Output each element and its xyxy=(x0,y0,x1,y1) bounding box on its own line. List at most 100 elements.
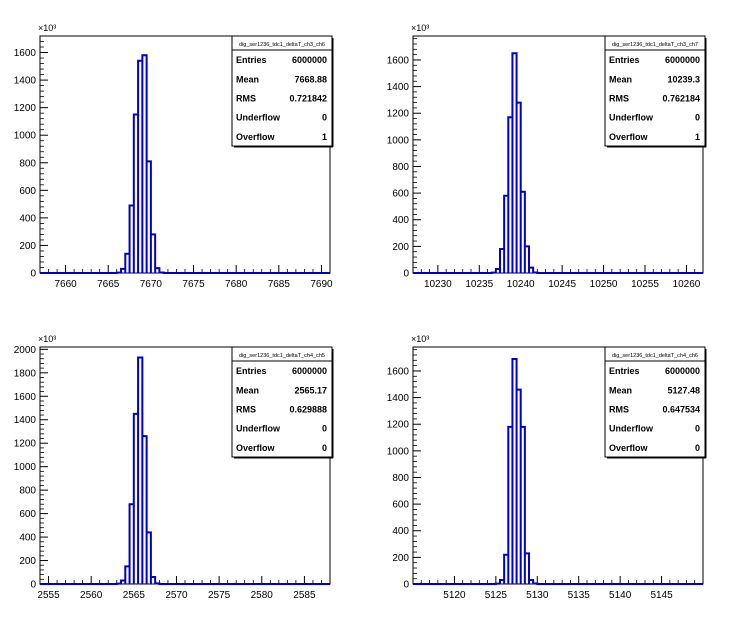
stats-label: Mean xyxy=(609,385,632,395)
y-tick-label: 1600 xyxy=(387,55,410,66)
y-tick-label: 200 xyxy=(19,241,36,252)
x-tick-label: 10250 xyxy=(590,279,618,290)
stats-value: 2565.17 xyxy=(294,385,327,395)
x-tick-label: 7675 xyxy=(182,279,205,290)
y-tick-label: 800 xyxy=(19,486,36,497)
stats-value: 0.629888 xyxy=(289,405,327,415)
stats-value: 0.647534 xyxy=(662,405,700,415)
stats-box: dig_ser1236_tdc1_deltaT_ch3_ch6 Entries 60… xyxy=(231,35,334,148)
x-tick-label: 2570 xyxy=(165,590,188,601)
y-tick-label: 0 xyxy=(30,580,36,591)
x-tick-label: 7685 xyxy=(268,279,291,290)
histogram-panel-3: 0 200 400 600 800 1000 1200 1400 1600 1800 2000 255… xyxy=(14,334,334,601)
histogram-panel-1: 0 200 400 600 800 1000 1200 1400 1600 7660 7665 767… xyxy=(14,23,334,290)
stats-label: Underflow xyxy=(609,424,654,434)
y-tick-label: 600 xyxy=(19,509,36,520)
y-multiplier-label: ×10³ xyxy=(411,23,429,33)
y-tick-label: 800 xyxy=(392,473,409,484)
y-tick-label: 1400 xyxy=(14,415,37,426)
stats-label: RMS xyxy=(609,405,629,415)
stats-label: Entries xyxy=(236,366,267,376)
y-tick-label: 0 xyxy=(403,269,409,280)
stats-title: dig_ser1236_tdc1_deltaT_ch3_ch7 xyxy=(612,42,698,48)
y-tick-label: 1600 xyxy=(14,48,37,59)
stats-value: 6000000 xyxy=(665,55,700,65)
x-tick-label: 2580 xyxy=(251,590,274,601)
y-multiplier-label: ×10³ xyxy=(411,334,429,344)
stats-box-frame xyxy=(604,35,706,147)
y-tick-label: 600 xyxy=(392,189,409,200)
stats-value: 0 xyxy=(322,424,327,434)
x-tick-label: 7680 xyxy=(225,279,248,290)
y-tick-label: 1000 xyxy=(14,462,37,473)
y-tick-label: 400 xyxy=(19,213,36,224)
y-tick-label: 800 xyxy=(392,162,409,173)
x-tick-label: 5120 xyxy=(443,590,466,601)
x-tick-label: 10260 xyxy=(673,279,701,290)
stats-value: 7668.88 xyxy=(294,74,327,84)
stats-value: 0 xyxy=(695,443,700,453)
x-tick-label: 7660 xyxy=(54,279,77,290)
stats-label: RMS xyxy=(609,94,629,104)
y-tick-label: 1200 xyxy=(387,420,410,431)
y-tick-label: 200 xyxy=(392,553,409,564)
x-tick-label: 5130 xyxy=(526,590,549,601)
stats-value: 0 xyxy=(695,424,700,434)
y-tick-label: 1200 xyxy=(387,109,410,120)
x-tick-label: 2585 xyxy=(293,590,316,601)
stats-label: Entries xyxy=(236,55,267,65)
stats-value: 1 xyxy=(322,132,327,142)
stats-title: dig_ser1236_tdc1_deltaT_ch3_ch6 xyxy=(239,42,325,48)
y-tick-label: 1400 xyxy=(14,76,37,87)
x-tick-label: 10245 xyxy=(548,279,576,290)
y-tick-label: 0 xyxy=(30,269,36,280)
y-tick-label: 1200 xyxy=(14,103,37,114)
stats-value: 10239.3 xyxy=(667,74,700,84)
histogram-outline xyxy=(413,52,703,274)
stats-label: Underflow xyxy=(609,113,654,123)
stats-box-frame xyxy=(231,346,333,458)
stats-label: Underflow xyxy=(236,113,281,123)
x-tick-label: 10235 xyxy=(465,279,493,290)
x-tick-label: 10255 xyxy=(631,279,659,290)
stats-label: Overflow xyxy=(609,132,649,142)
stats-label: RMS xyxy=(236,405,256,415)
stats-value: 1 xyxy=(695,132,700,142)
stats-value: 0.762184 xyxy=(662,94,700,104)
y-tick-label: 200 xyxy=(392,242,409,253)
stats-label: Mean xyxy=(609,74,632,84)
x-tick-label: 7670 xyxy=(140,279,163,290)
stats-value: 0 xyxy=(322,443,327,453)
stats-label: Underflow xyxy=(236,424,281,434)
y-tick-label: 600 xyxy=(392,500,409,511)
histogram-panel-4: 0 200 400 600 800 1000 1200 1400 1600 5120 5125 513… xyxy=(387,334,707,601)
y-tick-label: 2000 xyxy=(14,345,37,356)
y-tick-label: 1600 xyxy=(14,392,37,403)
x-tick-label: 2565 xyxy=(123,590,146,601)
y-tick-label: 1000 xyxy=(387,446,410,457)
y-tick-label: 1200 xyxy=(14,439,37,450)
x-tick-label: 7665 xyxy=(97,279,120,290)
stats-label: RMS xyxy=(236,94,256,104)
x-tick-label: 7690 xyxy=(310,279,333,290)
y-tick-label: 600 xyxy=(19,186,36,197)
stats-value: 0 xyxy=(695,113,700,123)
stats-value: 0 xyxy=(322,113,327,123)
y-tick-label: 800 xyxy=(19,158,36,169)
y-tick-label: 400 xyxy=(19,533,36,544)
y-multiplier-label: ×10³ xyxy=(38,23,56,33)
stats-box: dig_ser1236_tdc1_deltaT_ch4_ch5 Entries 60… xyxy=(231,346,334,459)
histogram-outline xyxy=(40,356,330,585)
x-tick-label: 5135 xyxy=(568,590,591,601)
x-tick-label: 2560 xyxy=(80,590,103,601)
stats-label: Overflow xyxy=(609,443,649,453)
y-tick-label: 400 xyxy=(392,526,409,537)
y-tick-label: 1000 xyxy=(14,131,37,142)
stats-box-frame xyxy=(231,35,333,147)
y-tick-label: 1400 xyxy=(387,82,410,93)
x-tick-label: 10230 xyxy=(424,279,452,290)
y-tick-label: 200 xyxy=(19,556,36,567)
stats-value: 6000000 xyxy=(665,366,700,376)
histogram-panel-2: 0 200 400 600 800 1000 1200 1400 1600 10230 10235 1… xyxy=(387,23,707,290)
stats-box: dig_ser1236_tdc1_deltaT_ch4_ch6 Entries 60… xyxy=(604,346,707,459)
